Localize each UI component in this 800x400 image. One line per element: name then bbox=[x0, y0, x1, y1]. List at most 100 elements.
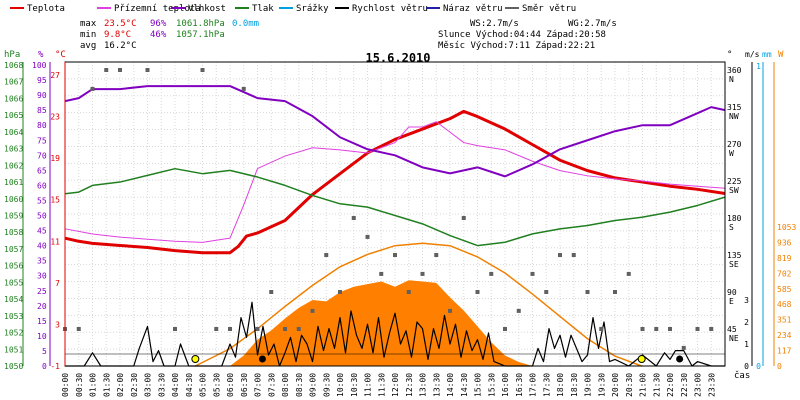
stat-moon: Měsíc Východ:7:11 Západ:22:21 bbox=[438, 41, 595, 51]
stat-max-hum: 96% bbox=[150, 19, 167, 29]
pct-tick: 65 bbox=[37, 166, 47, 175]
wm2-tick: 585 bbox=[777, 285, 792, 294]
dir-tick: W bbox=[729, 149, 734, 158]
sun-elevation-line bbox=[195, 242, 642, 367]
hpa-tick: 1067 bbox=[4, 78, 23, 87]
chart-title: 15.6.2010 bbox=[365, 51, 430, 65]
wm2-axis-label: W bbox=[778, 50, 784, 60]
pct-tick: 45 bbox=[37, 227, 47, 236]
stat-min-temp: 9.8°C bbox=[104, 30, 131, 40]
pct-tick: 15 bbox=[37, 317, 47, 326]
wind-dir-point bbox=[104, 68, 109, 72]
stat-avg-temp: 16.2°C bbox=[104, 41, 137, 51]
mm-axis-label: mm bbox=[762, 50, 772, 59]
wind-dir-point bbox=[269, 290, 274, 294]
wind-dir-point bbox=[351, 216, 356, 220]
x-tick: 08:30 bbox=[295, 373, 304, 397]
pct-tick: 75 bbox=[37, 136, 47, 145]
ground-line bbox=[64, 121, 726, 243]
legend-label: Rychlost větru bbox=[352, 4, 428, 14]
ms-tick: 2 bbox=[744, 318, 749, 327]
hpa-tick: 1058 bbox=[4, 228, 23, 237]
wm2-tick: 234 bbox=[777, 331, 792, 340]
x-tick: 05:30 bbox=[212, 373, 221, 397]
mm-tick: 1 bbox=[756, 62, 761, 71]
x-tick: 07:00 bbox=[254, 373, 263, 397]
pct-tick: 100 bbox=[32, 61, 47, 70]
sunrise-marker bbox=[191, 355, 200, 363]
x-tick: 15:30 bbox=[487, 373, 496, 397]
wind-dir-point bbox=[448, 308, 452, 313]
degc-axis-label: °C bbox=[55, 50, 66, 60]
dir-tick: SE bbox=[729, 260, 739, 269]
stat-ws: WS:2.7m/s bbox=[470, 19, 519, 29]
hpa-tick: 1063 bbox=[4, 145, 23, 154]
hpa-tick: 1051 bbox=[4, 345, 23, 354]
wind-dir-point bbox=[420, 271, 425, 276]
x-tick: 17:00 bbox=[529, 373, 538, 397]
degc-tick: 19 bbox=[50, 154, 60, 163]
hpa-tick: 1052 bbox=[4, 329, 23, 338]
wm2-tick: 351 bbox=[777, 316, 792, 325]
hpa-tick: 1060 bbox=[4, 195, 23, 204]
moonset-marker bbox=[676, 355, 684, 363]
x-tick: 16:30 bbox=[515, 373, 524, 397]
stat-sun: Slunce Východ:04:44 Západ:20:58 bbox=[438, 30, 606, 40]
x-tick: 22:30 bbox=[680, 373, 689, 397]
dir-tick: E bbox=[729, 297, 734, 306]
ms-axis-label: m/s bbox=[745, 50, 760, 59]
x-tick: 19:30 bbox=[597, 373, 606, 397]
x-tick: 10:00 bbox=[336, 373, 345, 397]
x-tick: 04:30 bbox=[185, 373, 194, 397]
x-tick: 01:30 bbox=[102, 373, 111, 397]
hpa-tick: 1066 bbox=[4, 94, 23, 103]
solar-radiation-area bbox=[230, 280, 533, 366]
stat-max-temp: 23.5°C bbox=[104, 19, 137, 29]
legend-label: Teplota bbox=[27, 4, 65, 14]
wind-dir-point bbox=[118, 68, 122, 72]
wind-dir-point bbox=[173, 327, 177, 331]
x-tick: 16:00 bbox=[501, 373, 510, 397]
wind-dir-point bbox=[544, 290, 549, 294]
x-tick: 21:30 bbox=[652, 373, 661, 397]
x-tick: 08:00 bbox=[281, 373, 290, 397]
wind-dir-point bbox=[626, 271, 631, 276]
deg-tick: 180 bbox=[727, 214, 742, 223]
x-tick: 05:00 bbox=[199, 373, 208, 397]
wind-dir-point bbox=[90, 86, 95, 91]
wm2-tick: 936 bbox=[777, 238, 792, 247]
wind-dir-point bbox=[475, 290, 480, 294]
x-tick: 10:30 bbox=[350, 373, 359, 397]
wind-dir-point bbox=[530, 271, 535, 276]
stat-max-rain: 0.0mm bbox=[232, 19, 259, 29]
x-tick: 14:30 bbox=[460, 373, 469, 397]
wind-dir-point bbox=[228, 327, 232, 331]
x-tick: 13:00 bbox=[419, 373, 428, 397]
stat-wg: WG:2.7m/s bbox=[568, 19, 617, 29]
wind-dir-point bbox=[200, 68, 205, 72]
x-tick: 02:30 bbox=[130, 373, 139, 397]
plot-area bbox=[63, 61, 726, 367]
x-tick: 19:00 bbox=[584, 373, 593, 397]
stats-panel: max 23.5°C 96% 1061.8hPa 0.0mm min 9.8°C… bbox=[80, 19, 617, 51]
wind-dir-point bbox=[241, 86, 246, 91]
x-tick: 20:30 bbox=[625, 373, 634, 397]
x-tick: 00:30 bbox=[75, 373, 84, 397]
pct-tick: 70 bbox=[37, 151, 47, 160]
pct-tick: 5 bbox=[42, 347, 47, 356]
legend-label: Srážky bbox=[296, 4, 329, 14]
deg-tick: 45 bbox=[727, 325, 737, 334]
stat-max-label: max bbox=[80, 19, 97, 29]
wm2-tick: 1053 bbox=[777, 223, 796, 232]
x-tick: 15:00 bbox=[474, 373, 483, 397]
hpa-tick: 1065 bbox=[4, 111, 23, 120]
dir-tick: NE bbox=[729, 334, 739, 343]
wind-dir-point bbox=[681, 345, 686, 350]
hpa-tick: 1056 bbox=[4, 262, 23, 271]
pct-tick: 25 bbox=[37, 287, 47, 296]
stat-min-press: 1057.1hPa bbox=[176, 30, 225, 40]
wm2-tick: 819 bbox=[777, 254, 792, 263]
degc-tick: 11 bbox=[50, 237, 60, 246]
legend-label: Směr větru bbox=[522, 4, 576, 14]
